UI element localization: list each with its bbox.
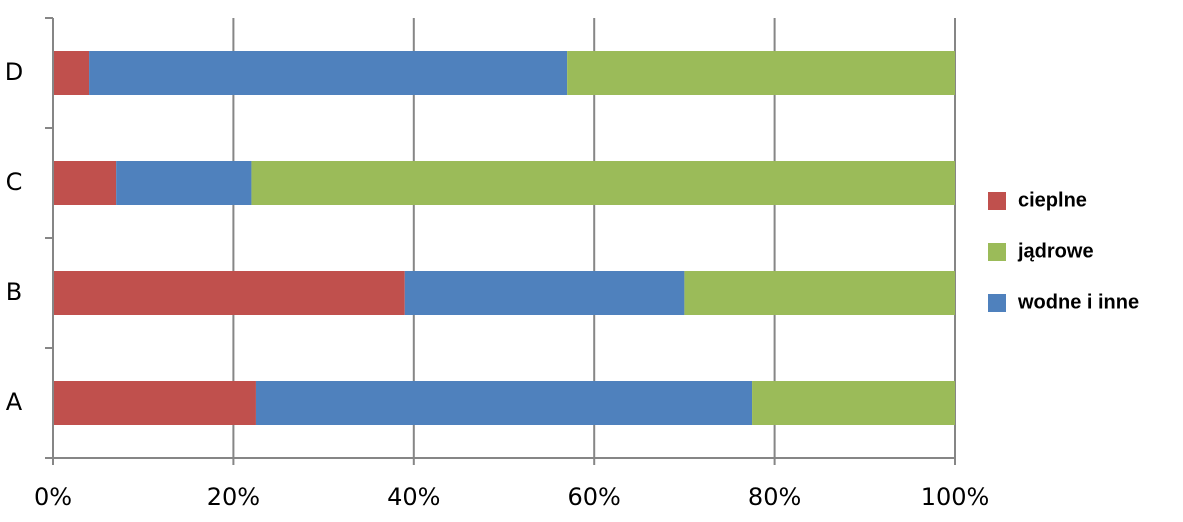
legend-swatch bbox=[988, 192, 1006, 210]
x-tick-label: 80% bbox=[748, 483, 801, 511]
y-tick-label: A bbox=[6, 388, 23, 416]
bar-segment bbox=[116, 161, 252, 205]
bar-segment bbox=[89, 51, 568, 95]
bar-segment bbox=[255, 381, 753, 425]
bar-segment bbox=[53, 271, 405, 315]
legend-label: jądrowe bbox=[1017, 240, 1094, 262]
bar-segment bbox=[53, 381, 256, 425]
bar-segment bbox=[53, 161, 117, 205]
bar-segment bbox=[251, 161, 955, 205]
x-tick-label: 40% bbox=[387, 483, 440, 511]
x-tick-label: 100% bbox=[921, 483, 990, 511]
x-tick-label: 0% bbox=[34, 483, 72, 511]
bar-segment bbox=[684, 271, 955, 315]
x-tick-label: 20% bbox=[207, 483, 260, 511]
legend-swatch bbox=[988, 294, 1006, 312]
y-tick-label: D bbox=[5, 58, 23, 86]
legend-label: wodne i inne bbox=[1017, 291, 1139, 313]
x-tick-label: 60% bbox=[568, 483, 621, 511]
bar-segment bbox=[567, 51, 955, 95]
bar-segment bbox=[752, 381, 955, 425]
bar-segment bbox=[404, 271, 685, 315]
legend-swatch bbox=[988, 243, 1006, 261]
y-tick-label: C bbox=[6, 168, 23, 196]
y-tick-label: B bbox=[6, 278, 22, 306]
bar-segment bbox=[53, 51, 90, 95]
legend-label: cieplne bbox=[1018, 189, 1087, 211]
